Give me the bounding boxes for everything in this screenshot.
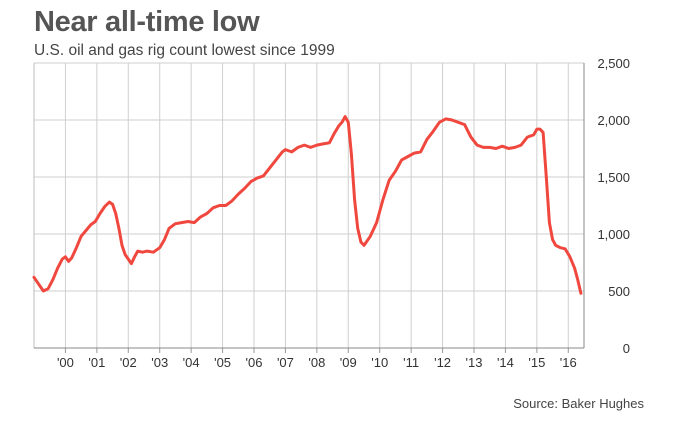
x-tick-label: '06 [246,355,263,370]
y-tick-label: 1,000 [597,227,630,242]
x-tick-label: '00 [57,355,74,370]
y-tick-label: 2,000 [597,113,630,128]
chart-subtitle: U.S. oil and gas rig count lowest since … [34,42,335,59]
axis-layer: 0 500 1,000 1,500 2,000 2,500 '00 '01 '02 '03 '04 '… [33,56,630,370]
x-tick-label: '12 [434,355,451,370]
y-tick-label: 500 [608,284,630,299]
x-tick-label: '02 [120,355,137,370]
x-tick-label: '03 [151,355,168,370]
x-tick-label: '07 [277,355,294,370]
y-tick-label: 0 [623,341,630,356]
y-tick-label: 1,500 [597,170,630,185]
line-layer [32,115,583,295]
x-tick-label: '13 [466,355,483,370]
grid-layer [34,62,584,348]
x-tick-label: '11 [403,355,419,370]
source-note: Source: Baker Hughes [513,396,644,411]
x-tick-label: '15 [528,355,545,370]
y-tick-label: 2,500 [597,56,630,71]
x-tick-label: '08 [308,355,325,370]
chart-title: Near all-time low [34,6,260,38]
x-tick-label: '01 [88,355,105,370]
rig-count-line [32,115,583,295]
x-tick-label: '16 [560,355,577,370]
x-tick-label: '05 [214,355,231,370]
x-tick-label: '09 [340,355,357,370]
x-tick-label: '04 [183,355,200,370]
x-tick-label: '10 [371,355,388,370]
x-tick-label: '14 [497,355,514,370]
